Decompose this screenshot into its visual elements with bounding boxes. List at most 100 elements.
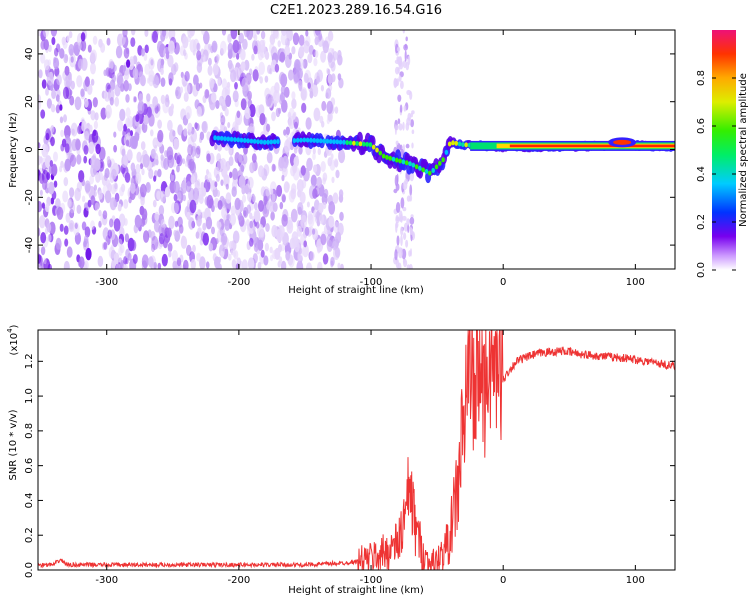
track-core [233, 137, 237, 143]
noise-blob [126, 59, 131, 68]
stripe-blob [397, 262, 402, 269]
noise-blob [123, 153, 129, 166]
noise-blob [53, 151, 58, 162]
noise-blob [118, 246, 123, 256]
noise-blob [131, 30, 136, 36]
noise-blob [64, 238, 69, 247]
noise-blob [77, 125, 82, 135]
stripe-blob [409, 184, 413, 197]
noise-blob [183, 92, 189, 102]
stripe-blob [402, 181, 408, 191]
noise-blob [41, 79, 47, 89]
noise-blob [327, 68, 331, 75]
noise-blob [298, 46, 305, 58]
noise-blob [84, 98, 89, 108]
noise-blob [291, 98, 297, 109]
track-core [375, 147, 379, 153]
noise-blob [98, 209, 102, 217]
noise-blob [338, 194, 344, 203]
noise-blob [81, 120, 87, 133]
noise-blob [247, 176, 254, 190]
noise-blob [38, 69, 43, 79]
noise-blob [317, 261, 323, 269]
noise-blob [215, 100, 220, 109]
colorbar: 0.0 0.2 0.4 0.6 0.8 Normalized spectral ampl… [696, 30, 749, 278]
noise-blob [253, 45, 258, 55]
noise-blob [177, 124, 183, 136]
noise-blob [216, 189, 220, 198]
noise-blob [69, 95, 75, 106]
track-core [319, 138, 323, 144]
noise-blob [119, 108, 126, 122]
noise-blob [280, 260, 287, 269]
noise-blob [157, 168, 162, 178]
noise-blob [90, 220, 95, 230]
noise-blob [269, 246, 273, 254]
stripe-blob [395, 183, 400, 191]
noise-blob [242, 153, 248, 165]
noise-blob [76, 204, 82, 214]
noise-blob [244, 185, 248, 194]
noise-blob [249, 104, 256, 118]
track-core [385, 154, 389, 160]
noise-blob [264, 242, 269, 252]
noise-blob [285, 126, 290, 136]
noise-blob [39, 156, 43, 164]
noise-blob [94, 202, 100, 212]
noise-blob [312, 152, 316, 161]
noise-blob [189, 39, 197, 53]
noise-blob [135, 174, 140, 182]
noise-blob [234, 197, 241, 210]
noise-blob [160, 154, 164, 161]
noise-blob [62, 190, 69, 203]
noise-blob [307, 53, 313, 64]
noise-blob [328, 215, 335, 228]
track-core [418, 165, 422, 171]
spectrogram-y-axis-label: Frequency (Hz) [8, 112, 19, 188]
noise-blob [206, 153, 211, 163]
track-core [335, 139, 340, 145]
noise-blob [275, 107, 281, 118]
noise-blob [115, 237, 119, 245]
noise-blob [285, 244, 289, 251]
noise-blob [157, 129, 164, 143]
noise-blob [105, 179, 111, 189]
noise-blob [61, 36, 66, 46]
stripe-blob [396, 46, 401, 52]
noise-blob [180, 235, 188, 249]
noise-blob [320, 161, 326, 172]
noise-blob [153, 262, 158, 269]
noise-blob [83, 155, 88, 164]
noise-blob [152, 30, 158, 43]
noise-blob [155, 159, 159, 166]
noise-blob [69, 154, 77, 167]
noise-blob [107, 67, 113, 78]
noise-blob [274, 30, 280, 40]
noise-blob [46, 72, 54, 86]
noise-blob [38, 201, 43, 213]
noise-blob [56, 74, 62, 86]
noise-blob [332, 51, 338, 61]
noise-blob [272, 249, 277, 260]
noise-blob [104, 168, 110, 179]
noise-blob [141, 168, 145, 176]
stripe-blob [394, 249, 398, 261]
colorbar-label: Normalized spectral amplitude [738, 73, 749, 227]
noise-blob [281, 193, 286, 203]
noise-blob [283, 181, 290, 193]
noise-blob [163, 46, 171, 61]
noise-blob [251, 53, 255, 61]
noise-blob [152, 199, 157, 208]
x-tick-label: -300 [95, 277, 118, 288]
noise-blob [303, 88, 307, 96]
stripe-blob [408, 250, 411, 257]
noise-blob [143, 53, 148, 61]
noise-blob [38, 142, 41, 149]
noise-blob [286, 220, 294, 234]
track-core [345, 140, 350, 146]
noise-blob [249, 162, 255, 174]
noise-blob [306, 201, 310, 208]
noise-blob [88, 141, 95, 154]
noise-blob [158, 233, 165, 245]
noise-blob [55, 94, 60, 102]
